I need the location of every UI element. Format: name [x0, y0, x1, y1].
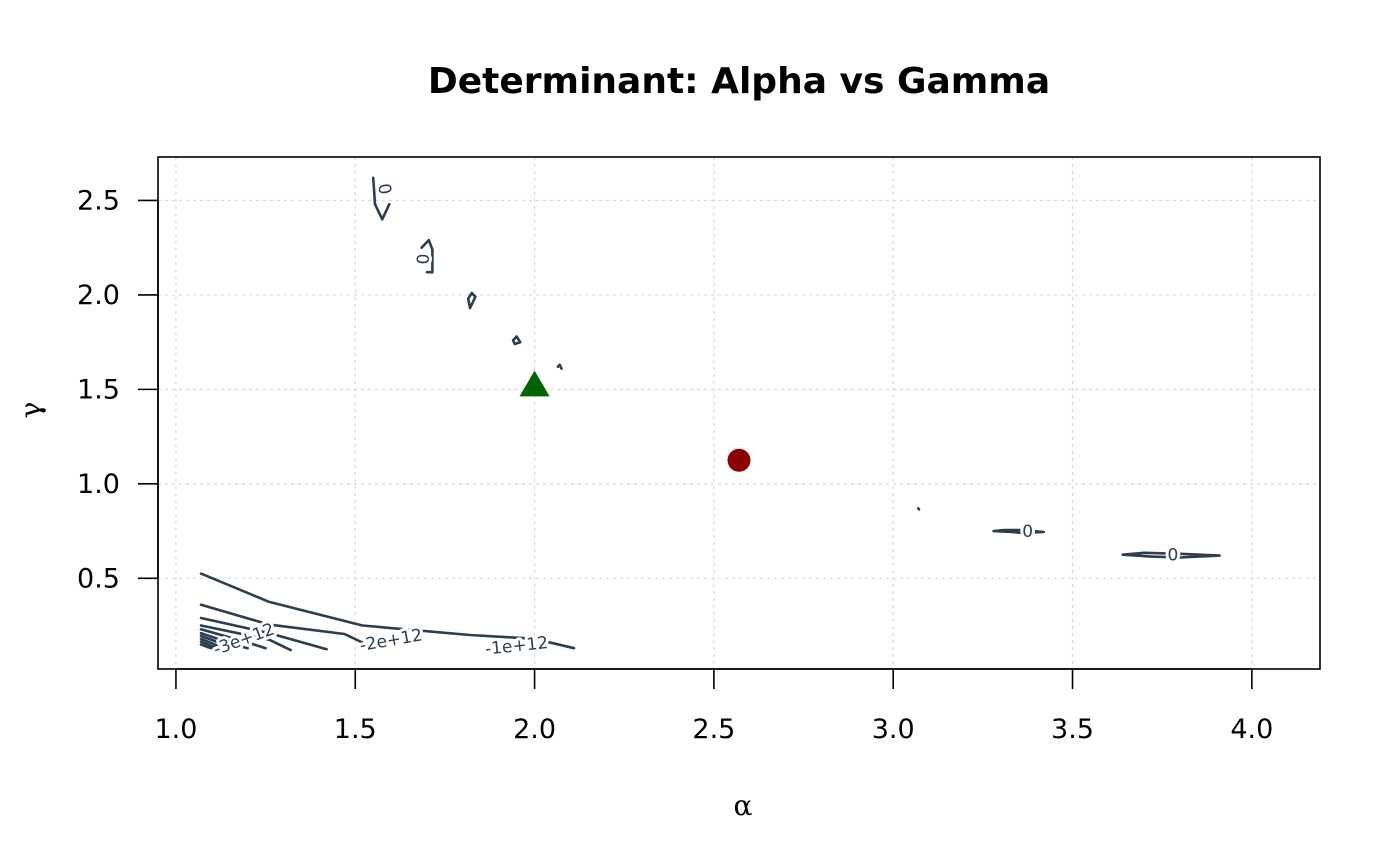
contour-line	[992, 528, 1046, 535]
y-axis: 0.5 1.0 1.5 2.0 2.5	[77, 185, 159, 594]
x-tick-label: 3.5	[1051, 714, 1094, 745]
contour-line	[371, 176, 391, 221]
markers	[519, 370, 751, 472]
marker-triangle	[519, 370, 550, 397]
contour-line	[199, 634, 239, 650]
contour-line	[199, 631, 249, 650]
contour-labels: -1e+12-1e+12-2e+12-2e+12-3e+12-3e+120000…	[208, 179, 1181, 663]
contour-line	[199, 643, 214, 650]
contour-line	[1121, 551, 1221, 559]
plot-frame	[157, 156, 1321, 670]
y-tick-label: 2.5	[77, 185, 120, 216]
y-axis-label: γ	[14, 402, 47, 419]
x-tick-label: 3.0	[872, 714, 915, 745]
x-tick-label: 2.0	[513, 714, 556, 745]
contour-label: 0	[373, 182, 395, 196]
contour-label: 0	[1168, 545, 1179, 565]
contour-label-halo: 0	[412, 254, 432, 265]
contour-label: -2e+12	[358, 625, 424, 656]
y-tick-label: 0.5	[77, 563, 120, 594]
x-tick-label: 4.0	[1230, 714, 1273, 745]
contour-line	[199, 640, 221, 650]
contour-line	[556, 363, 563, 370]
contour-label: -3e+12	[211, 619, 277, 659]
contour-line	[199, 628, 267, 650]
contour-line	[466, 291, 477, 310]
x-axis-label: α	[734, 789, 753, 822]
marker-circle	[727, 448, 751, 472]
contour-line	[199, 572, 576, 650]
contour-line	[199, 616, 328, 651]
contour-line	[420, 238, 434, 274]
y-tick-label: 2.0	[77, 280, 120, 311]
contour-label-halo: 0	[1022, 522, 1033, 542]
contour-line	[511, 335, 522, 346]
x-tick-label: 2.5	[692, 714, 735, 745]
contour-line	[199, 637, 228, 650]
x-tick-label: 1.5	[334, 714, 377, 745]
contour-label: 0	[412, 254, 432, 265]
y-tick-label: 1.5	[77, 374, 120, 405]
contour-line	[917, 507, 921, 511]
contour-line	[199, 603, 364, 644]
contour-lines	[199, 176, 1221, 652]
contour-label: 0	[1022, 522, 1033, 542]
chart-title: Determinant: Alpha vs Gamma	[428, 61, 1050, 102]
y-tick-label: 1.0	[77, 469, 120, 500]
x-tick-label: 1.0	[154, 714, 197, 745]
grid	[158, 157, 1320, 669]
x-axis: 1.0 1.5 2.0 2.5 3.0 3.5 4.0	[154, 668, 1273, 745]
contour-label-halo: 0	[1168, 545, 1179, 565]
contour-line	[199, 624, 292, 652]
